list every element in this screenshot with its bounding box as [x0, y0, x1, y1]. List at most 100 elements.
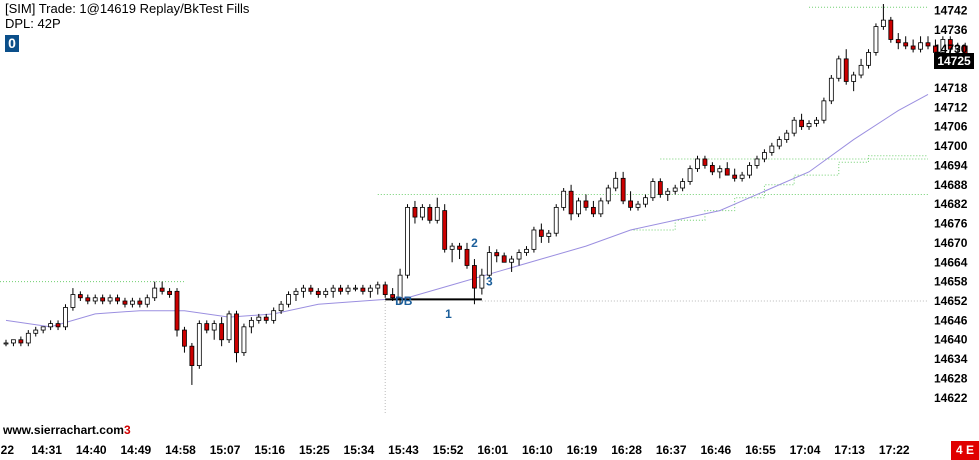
candle-body-down — [657, 181, 663, 195]
candle — [382, 281, 388, 298]
candle-body-down — [122, 300, 128, 305]
candle — [92, 294, 98, 305]
position-badge[interactable]: 0 — [5, 35, 19, 52]
candle — [226, 310, 232, 343]
candle-body-down — [338, 287, 343, 292]
candle — [419, 204, 425, 221]
price-tick-label: 14622 — [934, 391, 968, 405]
candle-body-up — [211, 323, 217, 331]
candle — [851, 71, 857, 92]
time-tick-label: 16:55 — [745, 443, 776, 457]
candle-body-up — [330, 287, 336, 292]
candle — [665, 188, 671, 201]
candle — [955, 42, 961, 53]
candle-body-down — [263, 316, 269, 321]
candle-body-down — [501, 255, 507, 263]
time-axis[interactable]: 4:22 14:31 14:40 14:49 14:58 15:07 15:16 15:25 1… — [0, 443, 910, 457]
candle — [828, 75, 834, 105]
candle — [442, 204, 448, 253]
current-price-tag: 14725 — [934, 53, 974, 69]
candle — [762, 149, 767, 163]
candle-body-up — [784, 132, 790, 140]
candle-body-up — [248, 319, 254, 328]
candle-body-down — [360, 287, 366, 292]
candle — [866, 49, 871, 69]
corner-status-badge[interactable]: 4 E — [951, 441, 979, 460]
candle — [100, 294, 106, 305]
candle — [115, 294, 120, 305]
candle-body-up — [509, 258, 515, 263]
candle — [880, 4, 886, 30]
candle — [55, 320, 61, 331]
candle-body-up — [553, 206, 559, 234]
candle-body-down — [620, 177, 626, 202]
candle-body-up — [613, 177, 619, 189]
footer-site: www.sierrachart.com — [3, 423, 124, 437]
candle — [546, 229, 552, 243]
candle — [11, 339, 16, 347]
candle — [739, 171, 745, 182]
time-tick-label: 15:16 — [254, 443, 285, 457]
annotation-label: 3 — [486, 275, 493, 289]
price-axis[interactable]: 14742 14736 14730 14718 14712 14706 14700 14694… — [934, 3, 968, 404]
candle-body-up — [866, 52, 871, 66]
candle — [910, 39, 916, 53]
candle — [799, 113, 804, 130]
candle-body-up — [762, 152, 767, 160]
candle — [524, 246, 529, 256]
candle — [583, 194, 589, 211]
candle-body-down — [382, 284, 388, 295]
candle — [702, 155, 708, 169]
candle — [204, 320, 210, 334]
time-tick-label: 15:07 — [210, 443, 241, 457]
candle-body-down — [100, 297, 106, 302]
price-tick-label: 14712 — [934, 100, 968, 114]
price-tick-label: 14640 — [934, 333, 968, 347]
candle — [538, 223, 544, 243]
candle — [568, 184, 574, 221]
price-tick-label: 14736 — [934, 23, 968, 37]
candle — [724, 162, 730, 176]
candle — [732, 168, 738, 182]
candle-body-up — [256, 316, 262, 321]
candle — [643, 194, 648, 208]
candle-body-up — [375, 284, 381, 289]
candle — [650, 178, 656, 201]
candle-body-down — [204, 323, 210, 331]
candle — [821, 97, 827, 124]
candle — [925, 36, 931, 50]
candle-body-up — [301, 287, 306, 292]
candle — [561, 188, 567, 211]
candle — [806, 120, 812, 130]
candle — [137, 297, 143, 308]
candle-body-up — [873, 26, 879, 53]
candle-body-up — [345, 287, 351, 292]
candle — [234, 310, 239, 363]
time-tick-label: 15:34 — [344, 443, 375, 457]
price-tick-label: 14646 — [934, 313, 968, 327]
candle — [472, 259, 477, 305]
candle — [330, 284, 336, 298]
candle-body-up — [323, 290, 329, 295]
price-tick-label: 14664 — [934, 255, 968, 269]
candle-body-up — [486, 252, 492, 276]
candle — [196, 320, 202, 369]
candle-body-up — [70, 294, 76, 308]
candle — [605, 184, 611, 205]
candle-body-down — [472, 265, 477, 289]
candle — [412, 200, 418, 224]
candle — [776, 136, 782, 150]
candle — [130, 297, 135, 308]
price-tick-label: 14718 — [934, 81, 968, 95]
candle-body-up — [516, 252, 522, 260]
candle — [717, 165, 723, 179]
candle — [241, 323, 247, 356]
candle — [248, 317, 254, 334]
candle — [427, 204, 433, 224]
candle-body-up — [680, 181, 686, 189]
candle — [947, 36, 953, 53]
candle-body-down — [189, 345, 195, 366]
time-tick-label: 16:46 — [700, 443, 731, 457]
candle-body-up — [278, 303, 284, 312]
